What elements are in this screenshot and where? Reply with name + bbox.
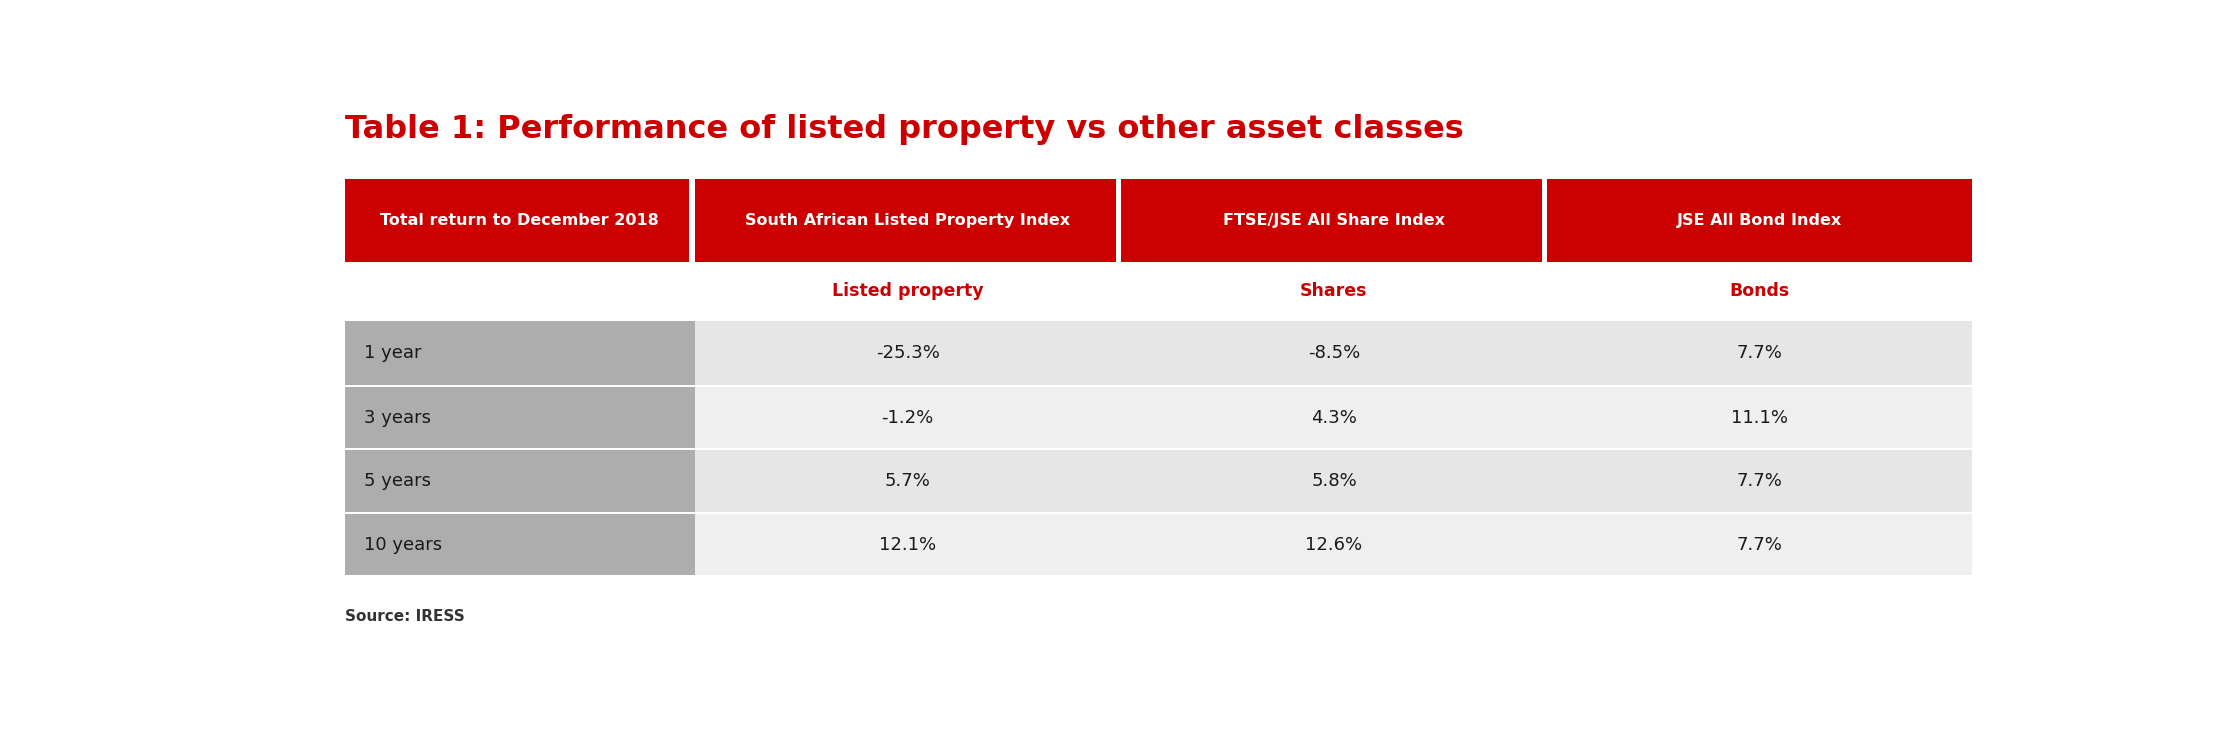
FancyBboxPatch shape [694,511,1121,514]
FancyBboxPatch shape [1121,387,1547,448]
Text: 4.3%: 4.3% [1311,408,1358,427]
FancyBboxPatch shape [694,179,1116,262]
FancyBboxPatch shape [1121,262,1547,321]
FancyBboxPatch shape [1121,179,1541,262]
FancyBboxPatch shape [694,514,1121,576]
FancyBboxPatch shape [344,511,694,514]
FancyBboxPatch shape [1121,321,1547,385]
Text: 1 year: 1 year [364,344,422,362]
FancyBboxPatch shape [1547,387,1972,448]
FancyBboxPatch shape [344,448,694,450]
Text: 7.7%: 7.7% [1737,344,1782,362]
Text: JSE All Bond Index: JSE All Bond Index [1677,213,1842,228]
FancyBboxPatch shape [1547,321,1972,385]
Text: South African Listed Property Index: South African Listed Property Index [746,213,1070,228]
FancyBboxPatch shape [1547,262,1972,321]
FancyBboxPatch shape [344,387,694,448]
Text: -1.2%: -1.2% [882,408,933,427]
Text: Total return to December 2018: Total return to December 2018 [380,213,659,228]
FancyBboxPatch shape [694,450,1121,511]
Text: 5.7%: 5.7% [884,472,931,490]
FancyBboxPatch shape [1547,511,1972,514]
Text: Source: IRESS: Source: IRESS [344,609,464,624]
FancyBboxPatch shape [1121,385,1547,387]
Text: FTSE/JSE All Share Index: FTSE/JSE All Share Index [1224,213,1445,228]
Text: 5.8%: 5.8% [1311,472,1358,490]
Text: 10 years: 10 years [364,536,442,553]
FancyBboxPatch shape [344,262,694,321]
FancyBboxPatch shape [1547,448,1972,450]
FancyBboxPatch shape [694,448,1121,450]
Text: Table 1: Performance of listed property vs other asset classes: Table 1: Performance of listed property … [344,114,1463,145]
FancyBboxPatch shape [344,179,690,262]
FancyBboxPatch shape [1121,448,1547,450]
Text: Listed property: Listed property [833,282,983,300]
FancyBboxPatch shape [1547,179,1972,262]
Text: -25.3%: -25.3% [875,344,940,362]
Text: 7.7%: 7.7% [1737,472,1782,490]
FancyBboxPatch shape [344,385,694,387]
FancyBboxPatch shape [344,450,694,511]
Text: 11.1%: 11.1% [1731,408,1789,427]
Text: 12.6%: 12.6% [1306,536,1362,553]
Text: Bonds: Bonds [1728,282,1789,300]
FancyBboxPatch shape [344,321,694,385]
Text: 3 years: 3 years [364,408,431,427]
Text: 7.7%: 7.7% [1737,536,1782,553]
FancyBboxPatch shape [694,321,1121,385]
FancyBboxPatch shape [694,385,1121,387]
FancyBboxPatch shape [1547,450,1972,511]
FancyBboxPatch shape [1121,514,1547,576]
FancyBboxPatch shape [694,387,1121,448]
FancyBboxPatch shape [1121,511,1547,514]
FancyBboxPatch shape [1547,514,1972,576]
Text: -8.5%: -8.5% [1309,344,1360,362]
Text: 12.1%: 12.1% [880,536,936,553]
FancyBboxPatch shape [1121,450,1547,511]
FancyBboxPatch shape [1547,385,1972,387]
FancyBboxPatch shape [344,514,694,576]
Text: Shares: Shares [1300,282,1367,300]
Text: 5 years: 5 years [364,472,431,490]
FancyBboxPatch shape [694,262,1121,321]
